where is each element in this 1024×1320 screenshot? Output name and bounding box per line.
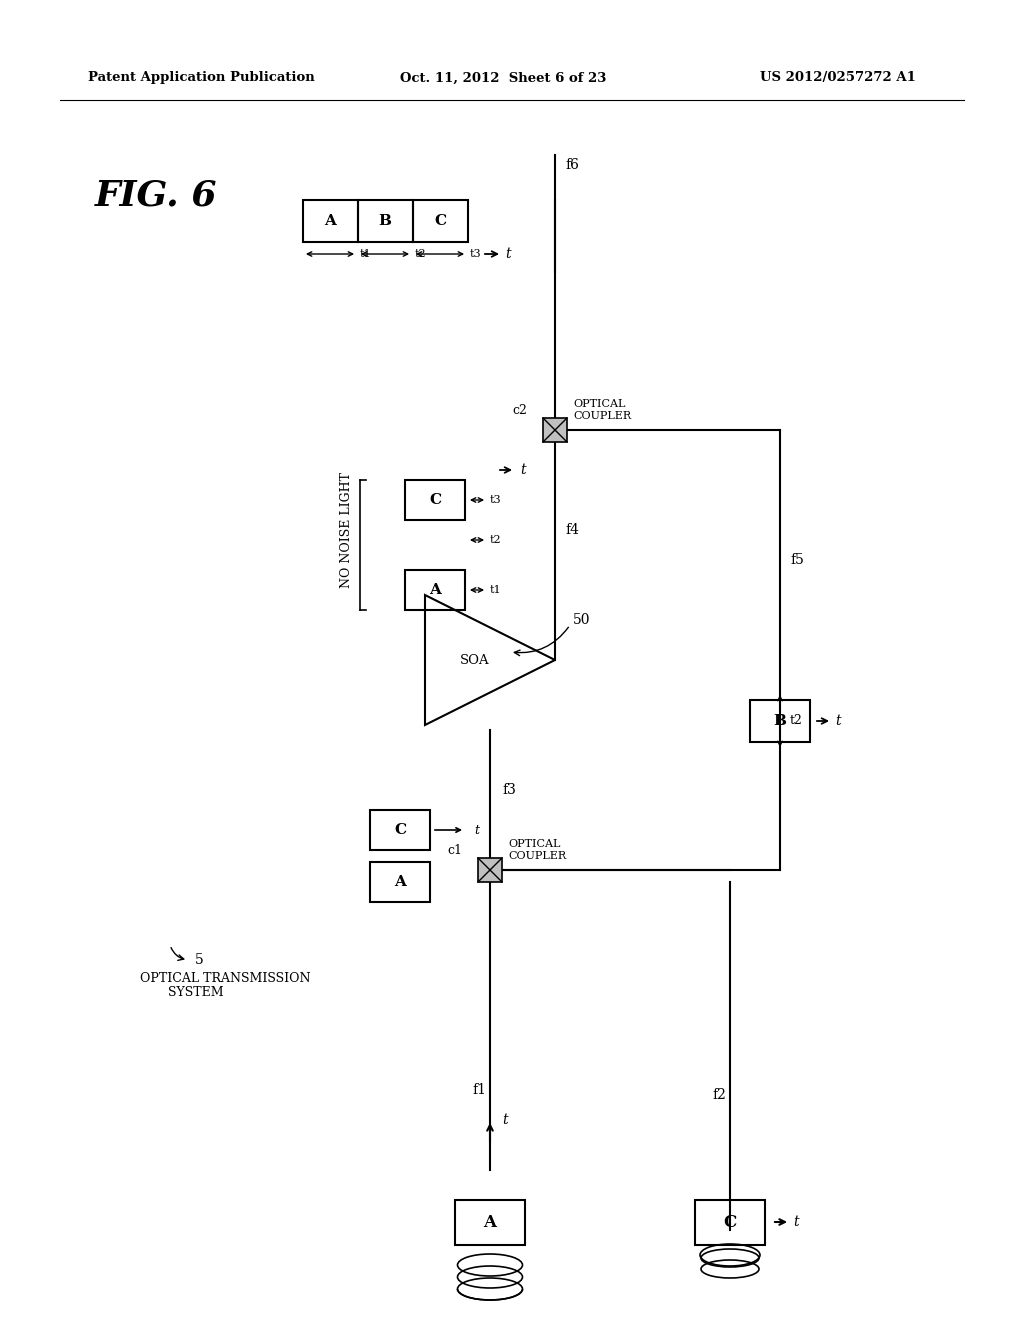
Text: C: C (394, 822, 407, 837)
Bar (302, 201, 357, 242)
Text: Oct. 11, 2012  Sheet 6 of 23: Oct. 11, 2012 Sheet 6 of 23 (400, 71, 606, 84)
Text: A: A (429, 583, 441, 597)
Bar (370, 862, 430, 902)
Text: f3: f3 (502, 783, 516, 797)
Text: C: C (723, 1214, 736, 1232)
Text: FIG. 6: FIG. 6 (95, 178, 217, 213)
Bar (750, 700, 810, 742)
Text: t: t (474, 824, 479, 837)
Bar (695, 1200, 765, 1245)
Text: B: B (773, 714, 786, 729)
Bar (370, 810, 430, 850)
Bar (406, 570, 465, 610)
Text: OPTICAL TRANSMISSION: OPTICAL TRANSMISSION (140, 972, 310, 985)
Text: t: t (502, 1113, 508, 1127)
Text: t1: t1 (490, 585, 502, 595)
Text: t: t (835, 714, 841, 729)
Bar (478, 858, 502, 882)
Bar (357, 201, 413, 242)
Text: t2: t2 (790, 714, 803, 726)
Text: t1: t1 (360, 249, 372, 259)
Text: A: A (483, 1214, 497, 1232)
Text: c2: c2 (512, 404, 527, 417)
Text: t3: t3 (470, 249, 481, 259)
Text: Patent Application Publication: Patent Application Publication (88, 71, 314, 84)
Bar (406, 480, 465, 520)
Text: t2: t2 (490, 535, 502, 545)
Text: 5: 5 (195, 953, 204, 968)
Text: f2: f2 (712, 1088, 726, 1102)
Text: f6: f6 (565, 158, 579, 172)
Text: OPTICAL
COUPLER: OPTICAL COUPLER (573, 399, 631, 421)
Text: C: C (429, 492, 441, 507)
Bar (543, 418, 567, 442)
Text: NO NOISE LIGHT: NO NOISE LIGHT (340, 473, 353, 587)
Text: t: t (793, 1214, 799, 1229)
Text: C: C (434, 214, 446, 228)
Text: A: A (324, 214, 336, 228)
Text: B: B (379, 214, 391, 228)
Text: f4: f4 (565, 523, 579, 537)
Text: f5: f5 (790, 553, 804, 568)
Text: SOA: SOA (460, 653, 489, 667)
Text: 50: 50 (573, 612, 591, 627)
Text: US 2012/0257272 A1: US 2012/0257272 A1 (760, 71, 915, 84)
Text: SYSTEM: SYSTEM (168, 986, 223, 999)
Bar (413, 201, 468, 242)
Bar (455, 1200, 525, 1245)
Text: t3: t3 (490, 495, 502, 506)
Text: c1: c1 (447, 843, 462, 857)
Text: A: A (394, 875, 406, 888)
Text: t2: t2 (415, 249, 427, 259)
Text: OPTICAL
COUPLER: OPTICAL COUPLER (508, 838, 566, 861)
Text: t: t (520, 463, 525, 477)
Text: f1: f1 (472, 1082, 486, 1097)
Text: t: t (505, 247, 511, 261)
